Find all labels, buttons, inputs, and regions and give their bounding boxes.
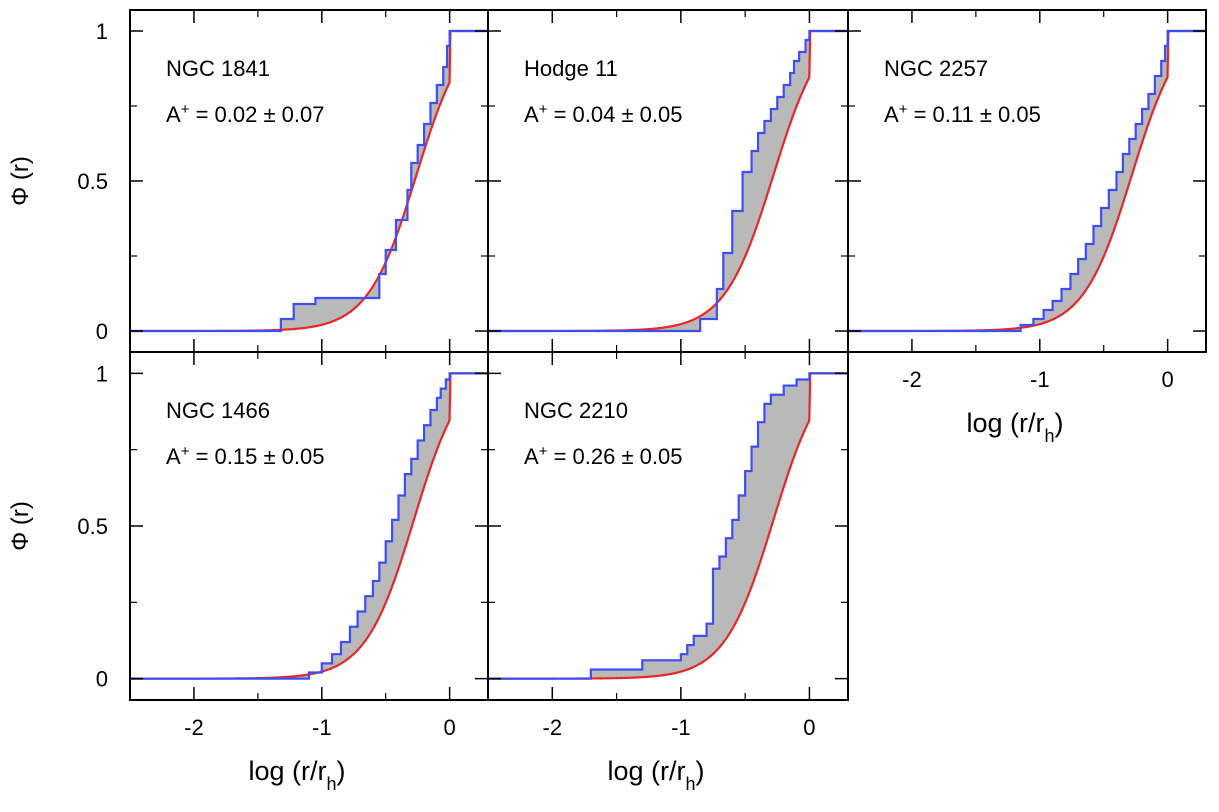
x-tick-label: 0 [1162,367,1174,392]
panel-0: 0 0.5 1 NGC 1841 A+ = 0.02 ± 0.07 Φ (r) [7,9,489,353]
panel-title: Hodge 11 [524,56,618,81]
panel-1: Hodge 11 A+ = 0.04 ± 0.05 [487,9,849,353]
x-tick-label: -2 [543,715,563,740]
panel-title: NGC 2210 [524,398,628,423]
x-tick-label: -2 [902,367,922,392]
y-tick-label: 0.5 [77,514,108,539]
observed-cdf-step [130,29,488,333]
panel-statistic: A+ = 0.26 ± 0.05 [524,443,682,470]
y-axis-label: Φ (r) [7,156,34,206]
x-axis-label: log (r/rh) [966,408,1063,446]
panel-statistic: A+ = 0.02 ± 0.07 [166,101,324,128]
y-tick-label: 0.5 [77,169,108,194]
x-axis-label: log (r/rh) [607,756,704,794]
y-tick-label: 0 [96,319,108,344]
x-tick-label: -1 [671,715,691,740]
x-tick-label: 0 [444,715,456,740]
observed-cdf-step [130,372,488,680]
panel-title: NGC 1841 [166,56,270,81]
panel-3: -2 -1 0 0 0.5 1 NGC 1466 A+ = 0.15 ± 0.05 log (r… [7,351,489,794]
panel-title: NGC 2257 [884,56,988,81]
y-axis-label: Φ (r) [7,501,34,551]
panel-4: -2 -1 0 NGC 2210 A+ = 0.26 ± 0.05 log (r/rh) [487,351,849,794]
x-tick-label: 0 [803,715,815,740]
shaded-difference-area [488,373,848,679]
observed-cdf-step [488,29,848,333]
observed-cdf-step [488,372,848,680]
x-tick-label: -1 [312,715,332,740]
panel-statistic: A+ = 0.15 ± 0.05 [166,443,324,470]
x-tick-label: -1 [1030,367,1050,392]
panel-statistic: A+ = 0.11 ± 0.05 [884,101,1041,128]
panel-2: -2 -1 0 NGC 2257 A+ = 0.11 ± 0.05 log (r/rh) [847,9,1207,446]
panel-statistic: A+ = 0.04 ± 0.05 [524,101,682,128]
panel-title: NGC 1466 [166,398,270,423]
x-tick-label: -2 [184,715,204,740]
y-tick-label: 0 [96,667,108,692]
y-tick-label: 1 [96,361,108,386]
observed-cdf-step [848,29,1206,333]
x-axis-label: log (r/rh) [248,756,345,794]
y-tick-label: 1 [96,19,108,44]
